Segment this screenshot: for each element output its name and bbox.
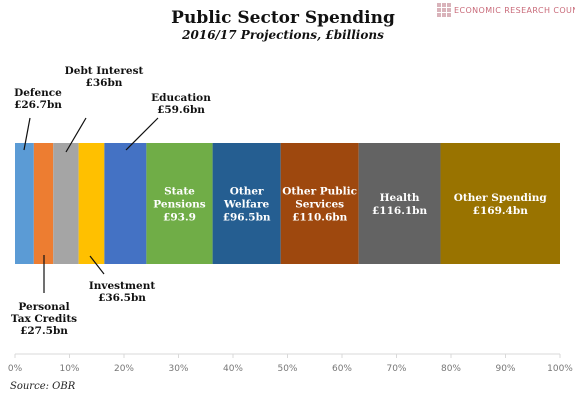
bar-segment-other-public-services <box>280 143 359 264</box>
logo-square <box>437 13 441 17</box>
data-label-defence: Defence £26.7bn <box>14 87 62 111</box>
data-label-personal-tax-credits: Personal Tax Credits £27.5bn <box>11 301 77 337</box>
chart-title: Public Sector Spending <box>171 8 395 28</box>
logo-square <box>437 8 441 12</box>
x-tick-label: 20% <box>114 364 134 374</box>
x-tick-label: 60% <box>332 364 352 374</box>
logo-square <box>447 3 451 7</box>
logo-square <box>447 8 451 12</box>
x-tick-label: 70% <box>386 364 406 374</box>
x-tick-label: 30% <box>168 364 188 374</box>
data-label-state-pensions: State Pensions £93.9 <box>153 186 205 224</box>
x-tick-label: 90% <box>495 364 515 374</box>
data-label-investment: Investment £36.5bn <box>89 280 156 304</box>
bar-segments <box>15 143 560 264</box>
x-tick-label: 50% <box>277 364 297 374</box>
bar-segment-state-pensions <box>146 143 213 264</box>
x-axis: 0% 10% 20% 30% 40% 50% 60% 70% 80% 90% 100% <box>8 353 573 374</box>
logo-square <box>442 3 446 7</box>
x-tick-label: 80% <box>441 364 461 374</box>
bar-segment-other-welfare <box>212 143 281 264</box>
erc-grid-logo-icon <box>437 3 451 17</box>
logo-square <box>442 13 446 17</box>
x-tick-label: 10% <box>59 364 79 374</box>
chart-subtitle: 2016/17 Projections, £billions <box>181 28 384 42</box>
x-tick-label: 0% <box>8 364 23 374</box>
bar-segment-other-spending <box>440 143 560 264</box>
data-label-other-spending: Other Spending £169.4bn <box>454 192 548 217</box>
leader-line-education <box>125 117 159 151</box>
leader-line-debt-interest <box>65 117 87 153</box>
segment-labels: State Pensions £93.9 Other Welfare £96.5bn Oth… <box>11 65 548 337</box>
erc-logo: ECONOMIC RESEARCH COUNCIL <box>437 3 575 17</box>
bar-segment-personal-tax-credits <box>33 143 54 264</box>
data-label-health: Health £116.1bn <box>372 192 428 217</box>
leader-line-defence <box>23 117 31 151</box>
source-note: Source: OBR <box>10 381 76 392</box>
logo-square <box>442 8 446 12</box>
bar-segment-health <box>358 143 441 264</box>
x-tick-label: 100% <box>547 364 573 374</box>
bar-segment-investment <box>78 143 105 264</box>
data-label-debt-interest: Debt Interest £36bn <box>65 65 144 89</box>
bar-segment-defence <box>15 143 34 264</box>
data-label-other-public-services: Other Public Services £110.6bn <box>282 186 357 224</box>
logo-square <box>437 3 441 7</box>
data-label-education: Education £59.6bn <box>151 92 211 116</box>
bar-segment-debt-interest <box>53 143 79 264</box>
x-tick-label: 40% <box>223 364 243 374</box>
brand-name: ECONOMIC RESEARCH COUNCIL <box>454 6 575 15</box>
bar-segment-education <box>104 143 147 264</box>
data-label-other-welfare: Other Welfare £96.5bn <box>223 186 271 224</box>
logo-square <box>447 13 451 17</box>
leader-line-investment <box>89 255 105 275</box>
